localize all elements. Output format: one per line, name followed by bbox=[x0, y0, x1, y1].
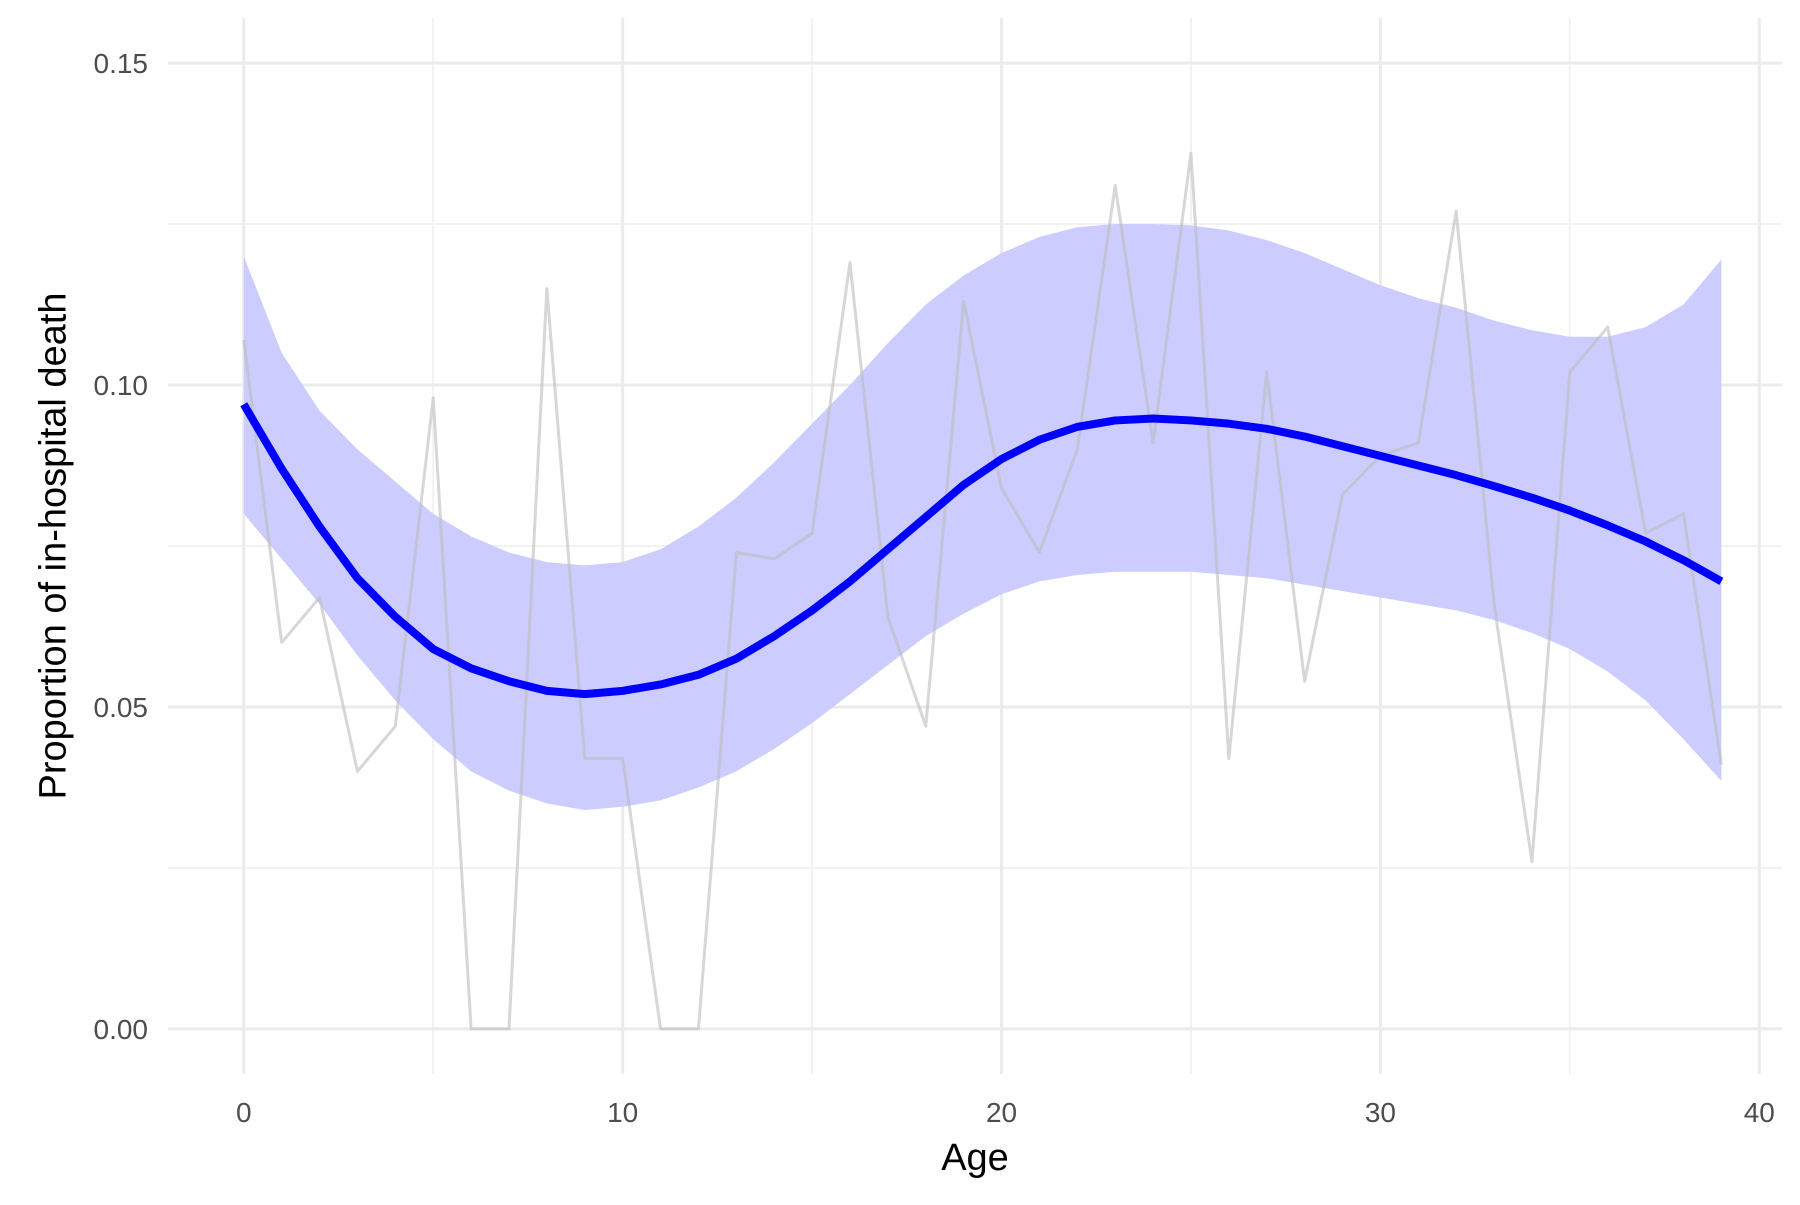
y-axis-title: Proportion of in-hospital death bbox=[32, 293, 74, 800]
x-tick-label: 10 bbox=[607, 1097, 638, 1128]
y-tick-label: 0.00 bbox=[94, 1014, 149, 1045]
x-tick-label: 0 bbox=[236, 1097, 252, 1128]
y-tick-label: 0.15 bbox=[94, 48, 149, 79]
y-tick-label: 0.10 bbox=[94, 370, 149, 401]
y-tick-label: 0.05 bbox=[94, 692, 149, 723]
confidence-ribbon-layer bbox=[244, 224, 1722, 810]
x-tick-label: 40 bbox=[1744, 1097, 1775, 1128]
confidence-ribbon bbox=[244, 224, 1722, 810]
x-tick-label: 20 bbox=[986, 1097, 1017, 1128]
x-tick-label: 30 bbox=[1365, 1097, 1396, 1128]
x-axis-title: Age bbox=[941, 1137, 1009, 1179]
